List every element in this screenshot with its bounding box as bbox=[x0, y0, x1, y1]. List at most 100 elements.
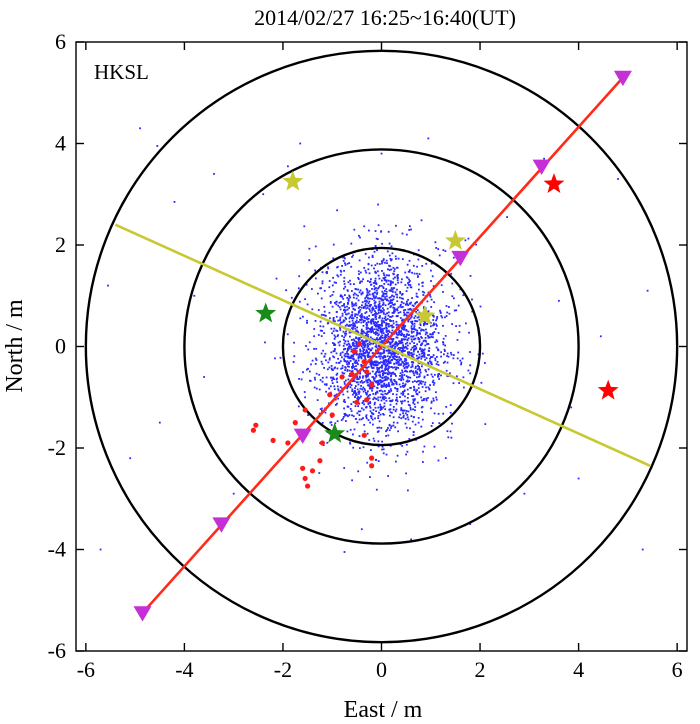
blue-outlier-point bbox=[107, 284, 109, 287]
blue-point bbox=[374, 401, 376, 404]
blue-point bbox=[359, 348, 361, 351]
blue-point bbox=[390, 375, 392, 378]
blue-point bbox=[358, 375, 361, 378]
blue-point bbox=[378, 374, 381, 377]
blue-point bbox=[383, 339, 385, 342]
blue-point bbox=[381, 320, 384, 323]
blue-point bbox=[365, 379, 367, 382]
blue-point bbox=[395, 368, 397, 371]
blue-point bbox=[380, 323, 383, 325]
blue-point bbox=[430, 298, 433, 301]
blue-point bbox=[394, 387, 396, 389]
blue-point bbox=[373, 322, 376, 324]
blue-point bbox=[358, 321, 360, 323]
blue-point bbox=[412, 372, 415, 375]
blue-point bbox=[333, 367, 336, 370]
blue-point bbox=[385, 324, 387, 327]
blue-point bbox=[379, 357, 382, 360]
blue-point bbox=[359, 372, 362, 375]
blue-point bbox=[411, 304, 414, 307]
blue-point bbox=[376, 270, 379, 273]
blue-point bbox=[374, 245, 377, 247]
blue-point bbox=[331, 382, 334, 384]
blue-point bbox=[403, 367, 406, 369]
blue-point bbox=[469, 275, 472, 277]
blue-point bbox=[389, 388, 392, 390]
blue-point bbox=[311, 308, 314, 311]
blue-point bbox=[388, 302, 391, 304]
blue-point bbox=[354, 368, 356, 370]
blue-point bbox=[411, 323, 414, 326]
blue-point bbox=[401, 369, 403, 372]
blue-point bbox=[413, 374, 416, 377]
blue-point bbox=[404, 412, 407, 415]
blue-point bbox=[363, 345, 366, 347]
blue-point bbox=[353, 303, 356, 306]
blue-point bbox=[411, 381, 414, 383]
blue-point bbox=[416, 272, 418, 275]
blue-point bbox=[313, 335, 315, 338]
blue-point bbox=[347, 349, 349, 352]
blue-point bbox=[297, 287, 300, 290]
blue-outlier-point bbox=[360, 528, 363, 531]
blue-point bbox=[332, 355, 334, 358]
range-circle-4m bbox=[183, 148, 580, 545]
blue-point bbox=[353, 361, 356, 364]
blue-point bbox=[427, 354, 429, 356]
blue-point bbox=[389, 265, 391, 267]
blue-point bbox=[350, 354, 353, 357]
blue-point bbox=[347, 356, 350, 359]
blue-point bbox=[420, 343, 422, 346]
blue-point bbox=[395, 258, 397, 260]
blue-point bbox=[324, 314, 326, 317]
blue-point bbox=[321, 330, 323, 332]
blue-point bbox=[373, 379, 376, 382]
blue-point bbox=[343, 467, 346, 469]
blue-point bbox=[425, 370, 427, 373]
blue-point bbox=[411, 328, 414, 331]
blue-point bbox=[382, 307, 384, 310]
blue-point bbox=[333, 378, 335, 380]
blue-point bbox=[345, 330, 347, 333]
blue-point bbox=[346, 363, 348, 365]
blue-point bbox=[456, 375, 458, 378]
blue-point bbox=[331, 379, 333, 382]
blue-point bbox=[392, 421, 395, 424]
blue-point bbox=[369, 348, 372, 351]
blue-point bbox=[361, 339, 364, 342]
blue-point bbox=[393, 379, 396, 381]
blue-point bbox=[410, 366, 413, 369]
blue-point bbox=[416, 265, 418, 268]
blue-point bbox=[381, 440, 383, 443]
blue-point bbox=[380, 311, 382, 314]
blue-point bbox=[379, 366, 382, 369]
blue-point bbox=[390, 316, 393, 318]
blue-point bbox=[404, 325, 407, 327]
blue-point bbox=[348, 307, 350, 309]
blue-point bbox=[386, 429, 388, 431]
blue-point bbox=[388, 429, 391, 432]
blue-point bbox=[416, 401, 419, 404]
blue-point bbox=[344, 285, 347, 288]
blue-point bbox=[415, 354, 418, 357]
blue-point bbox=[424, 358, 426, 361]
blue-point bbox=[403, 314, 406, 317]
blue-point bbox=[437, 459, 440, 462]
blue-point bbox=[357, 288, 359, 291]
blue-point bbox=[346, 289, 349, 292]
blue-point bbox=[407, 282, 409, 284]
blue-point bbox=[364, 269, 367, 272]
blue-point bbox=[304, 298, 306, 300]
blue-point bbox=[388, 242, 391, 245]
blue-point bbox=[375, 488, 378, 491]
blue-point bbox=[351, 305, 354, 308]
blue-point bbox=[384, 337, 386, 340]
blue-point bbox=[398, 359, 401, 362]
blue-point bbox=[382, 299, 385, 302]
blue-point bbox=[346, 405, 349, 408]
blue-point bbox=[401, 320, 404, 322]
blue-point bbox=[342, 297, 345, 300]
blue-point bbox=[347, 302, 349, 304]
blue-point bbox=[396, 358, 399, 361]
blue-point bbox=[389, 379, 392, 381]
